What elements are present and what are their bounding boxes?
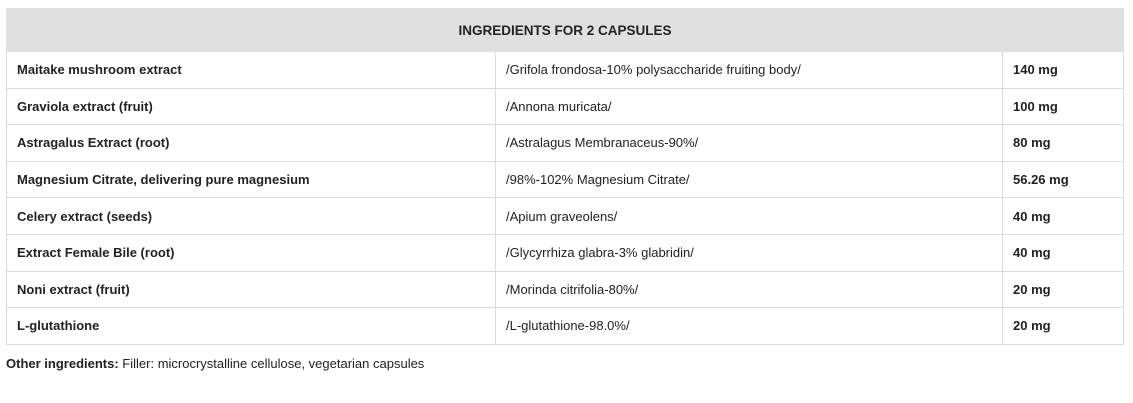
ingredient-name: Maitake mushroom extract — [6, 51, 496, 89]
ingredient-name: Graviola extract (fruit) — [6, 87, 496, 126]
table-row: Noni extract (fruit)/Morinda citrifolia-… — [6, 270, 1124, 309]
ingredient-amount: 20 mg — [1002, 307, 1124, 345]
ingredient-name: Magnesium Citrate, delivering pure magne… — [6, 160, 496, 199]
ingredients-table: INGREDIENTS FOR 2 CAPSULES Maitake mushr… — [6, 8, 1124, 345]
ingredient-description: /98%-102% Magnesium Citrate/ — [495, 160, 1003, 199]
ingredient-description: /Glycyrrhiza glabra-3% glabridin/ — [495, 233, 1003, 272]
ingredient-name: Extract Female Bile (root) — [6, 233, 496, 272]
ingredient-amount: 20 mg — [1002, 270, 1124, 309]
table-header: INGREDIENTS FOR 2 CAPSULES — [6, 8, 1124, 52]
table-row: Maitake mushroom extract/Grifola frondos… — [6, 51, 1124, 89]
ingredient-amount: 56.26 mg — [1002, 160, 1124, 199]
ingredient-description: /Grifola frondosa-10% polysaccharide fru… — [495, 51, 1003, 89]
ingredient-description: /Astralagus Membranaceus-90%/ — [495, 124, 1003, 162]
ingredient-name: L-glutathione — [6, 307, 496, 345]
other-ingredients: Other ingredients: Filler: microcrystall… — [6, 356, 424, 371]
table-row: Celery extract (seeds)/Apium graveolens/… — [6, 197, 1124, 235]
table-row: L-glutathione/L-glutathione-98.0%/20 mg — [6, 307, 1124, 345]
ingredient-description: /Morinda citrifolia-80%/ — [495, 270, 1003, 309]
ingredient-amount: 80 mg — [1002, 124, 1124, 162]
ingredient-amount: 100 mg — [1002, 87, 1124, 126]
ingredient-description: /L-glutathione-98.0%/ — [495, 307, 1003, 345]
other-ingredients-text: Filler: microcrystalline cellulose, vege… — [118, 356, 425, 371]
ingredient-amount: 40 mg — [1002, 197, 1124, 235]
other-ingredients-label: Other ingredients: — [6, 356, 119, 371]
ingredient-description: /Apium graveolens/ — [495, 197, 1003, 235]
ingredient-name: Astragalus Extract (root) — [6, 124, 496, 162]
table-row: Astragalus Extract (root)/Astralagus Mem… — [6, 124, 1124, 162]
ingredient-amount: 140 mg — [1002, 51, 1124, 89]
ingredient-description: /Annona muricata/ — [495, 87, 1003, 126]
table-row: Extract Female Bile (root)/Glycyrrhiza g… — [6, 233, 1124, 272]
table-row: Magnesium Citrate, delivering pure magne… — [6, 160, 1124, 199]
ingredient-name: Noni extract (fruit) — [6, 270, 496, 309]
ingredient-amount: 40 mg — [1002, 233, 1124, 272]
table-row: Graviola extract (fruit)/Annona muricata… — [6, 87, 1124, 126]
ingredient-name: Celery extract (seeds) — [6, 197, 496, 235]
